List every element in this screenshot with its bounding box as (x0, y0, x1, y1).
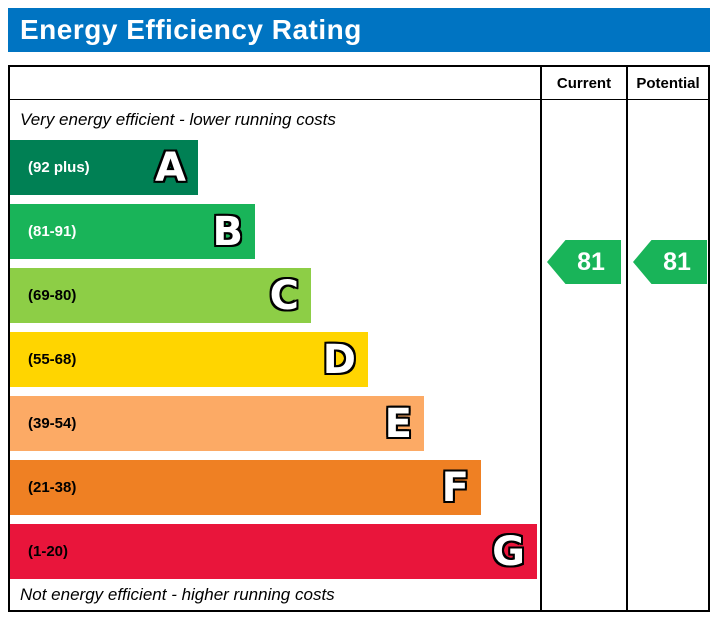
band-range: (21-38) (28, 479, 77, 496)
current-column: 81 (540, 100, 626, 610)
current-rating-arrow: 81 (547, 240, 621, 284)
current-column-header: Current (540, 67, 626, 99)
current-rating-value: 81 (577, 247, 605, 276)
band-d: (55-68) D (10, 332, 368, 387)
band-letter: G (491, 528, 526, 575)
band-letter: F (440, 464, 470, 511)
band-f: (21-38) F (10, 460, 481, 515)
band-range: (39-54) (28, 415, 77, 432)
band-letter: D (322, 336, 358, 383)
band-g: (1-20) G (10, 524, 537, 579)
main-column-header (10, 67, 540, 99)
bottom-note: Not energy efficient - higher running co… (20, 584, 335, 604)
potential-column-header: Potential (626, 67, 708, 99)
band-letter: C (268, 272, 300, 319)
band-c: (69-80) C (10, 268, 311, 323)
chart-header-row: Current Potential (10, 67, 708, 100)
band-range: (55-68) (28, 351, 77, 368)
band-letter: B (211, 208, 244, 255)
band-range: (69-80) (28, 287, 77, 304)
top-note: Very energy efficient - lower running co… (20, 110, 336, 129)
band-a: (92 plus) A (10, 140, 198, 195)
potential-rating-arrow: 81 (633, 240, 707, 284)
band-letter: E (383, 400, 413, 447)
energy-rating-chart: Current Potential Very energy efficient … (8, 65, 710, 612)
bands-column: Very energy efficient - lower running co… (10, 100, 540, 610)
potential-column: 81 (626, 100, 708, 610)
potential-rating-value: 81 (663, 247, 691, 276)
band-range: (1-20) (28, 543, 69, 560)
band-letter: A (154, 144, 187, 191)
chart-title: Energy Efficiency Rating (20, 14, 362, 45)
band-range: (92 plus) (28, 159, 90, 176)
band-e: (39-54) E (10, 396, 424, 451)
chart-title-bar: Energy Efficiency Rating (8, 8, 710, 52)
chart-body: Very energy efficient - lower running co… (10, 100, 708, 610)
band-range: (81-91) (28, 223, 77, 240)
band-b: (81-91) B (10, 204, 255, 259)
rating-bands: (92 plus) A (81-91) B (69-80) C (55-68) … (10, 140, 540, 579)
